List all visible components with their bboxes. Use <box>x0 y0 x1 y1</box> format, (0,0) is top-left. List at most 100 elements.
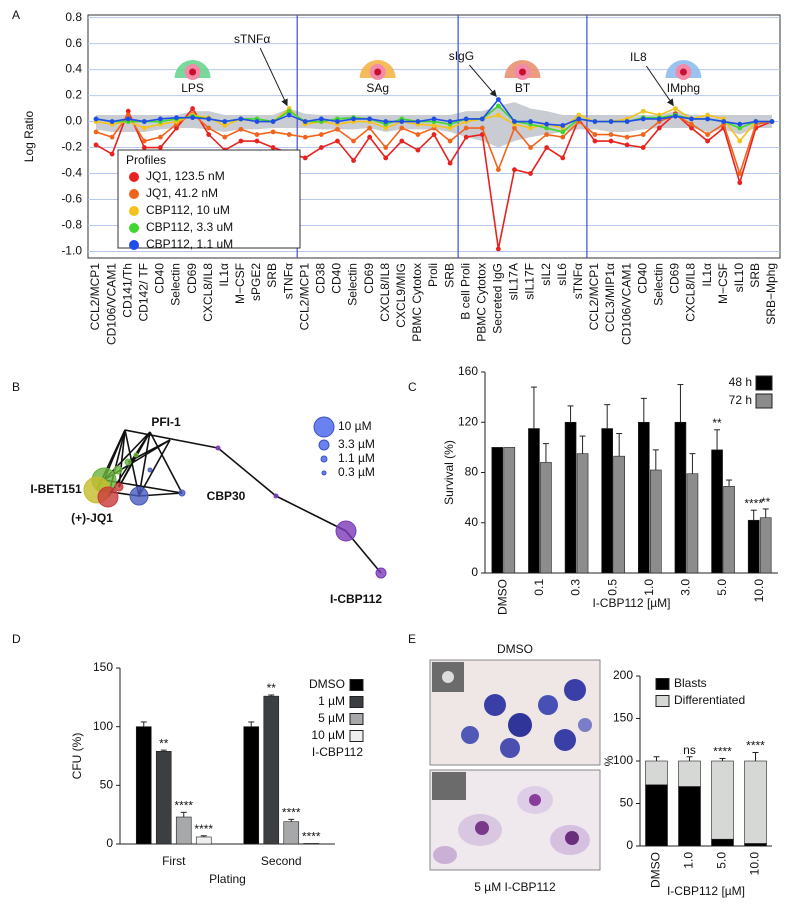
x-tick-label: SRB−Mphg <box>764 263 778 325</box>
section-icon <box>679 68 687 76</box>
data-point <box>399 125 405 131</box>
data-point <box>447 138 453 144</box>
data-point <box>624 134 630 140</box>
x-tick-label: CD40 <box>153 263 167 294</box>
data-point <box>351 138 356 144</box>
bar <box>686 473 699 574</box>
bar-segment <box>645 784 668 847</box>
x-tick-label: CXCL8/IL8 <box>684 263 698 322</box>
data-point <box>318 132 324 137</box>
data-point <box>318 116 324 122</box>
x-tick-label: 5.0 <box>715 852 729 869</box>
section-label: SAg <box>366 81 389 95</box>
significance-label: **** <box>744 496 763 510</box>
data-point <box>495 103 501 109</box>
legend-swatch <box>349 679 364 691</box>
bar-segment <box>645 760 668 786</box>
significance-label: ns <box>683 743 696 757</box>
data-point <box>286 132 292 137</box>
network-node <box>147 467 153 473</box>
section-label: IMphg <box>667 81 700 95</box>
data-point <box>93 116 99 122</box>
x-tick-label: CD69 <box>362 263 376 294</box>
bar <box>491 447 504 574</box>
significance-label: ** <box>712 416 722 430</box>
x-tick-label: 1.0 <box>682 852 696 869</box>
x-tick-label: 0.3 <box>569 579 583 596</box>
legend-note: I-CBP112 <box>312 745 363 759</box>
data-point <box>270 129 276 135</box>
legend-label: JQ1, 41.2 nM <box>146 186 218 200</box>
x-tick-label: CD141/Th <box>120 263 134 318</box>
data-point <box>141 138 147 144</box>
data-point <box>109 151 115 157</box>
x-tick-label: 5.0 <box>715 579 729 596</box>
data-point <box>512 167 517 173</box>
legend-title: Profiles <box>126 153 166 167</box>
x-tick-label: CD40 <box>330 263 344 294</box>
legend-swatch <box>755 393 773 409</box>
data-point <box>592 132 598 137</box>
data-point <box>158 134 163 140</box>
network-node <box>273 493 279 499</box>
y-tick-label: 150 <box>613 711 633 725</box>
legend-label: JQ1, 123.5 nM <box>146 169 225 183</box>
legend-marker <box>129 189 139 199</box>
size-legend-marker <box>320 455 328 463</box>
network-node <box>129 486 149 506</box>
x-tick-label: CD106/VCAM1 <box>104 263 118 345</box>
x-tick-label: Proli <box>426 263 440 287</box>
legend-swatch <box>349 696 364 708</box>
data-point <box>672 113 678 119</box>
data-point <box>753 119 759 124</box>
data-point <box>318 145 324 150</box>
annotation-arrow <box>259 47 288 107</box>
data-point <box>689 116 694 122</box>
y-tick-label: 200 <box>613 668 633 682</box>
data-point <box>174 125 179 131</box>
bar <box>759 517 772 574</box>
section-icon <box>519 68 527 76</box>
x-tick-label: Second <box>261 854 302 868</box>
data-point <box>463 134 469 140</box>
data-point <box>302 119 308 124</box>
network-node <box>215 445 221 451</box>
bar <box>243 726 260 845</box>
x-tick-label: sIL2 <box>539 263 553 286</box>
y-tick-label: -0.2 <box>61 140 82 154</box>
x-tick-label: CD106/VCAM1 <box>619 263 633 345</box>
data-point <box>302 155 308 161</box>
data-point <box>141 125 147 131</box>
bar <box>674 421 687 574</box>
y-axis-label: Survival (%) <box>442 440 456 505</box>
size-legend-marker <box>313 416 335 438</box>
data-point <box>222 119 228 124</box>
panel-letter: A <box>12 8 20 22</box>
y-tick-label: 0.6 <box>65 36 82 50</box>
y-tick-label: 100 <box>93 719 113 733</box>
bar <box>263 695 280 845</box>
data-point <box>222 134 228 140</box>
y-tick-label: 0 <box>106 836 113 850</box>
x-tick-label: Selectin <box>651 263 665 306</box>
data-point <box>512 119 517 124</box>
network-node <box>97 486 119 508</box>
image-label: DMSO <box>497 642 533 656</box>
data-point <box>109 119 115 124</box>
bar-segment <box>744 843 767 847</box>
x-tick-label: sIL6 <box>555 263 569 286</box>
network-edge <box>103 479 183 494</box>
data-point <box>640 145 646 150</box>
data-point <box>415 119 421 124</box>
data-point <box>206 116 212 122</box>
data-point <box>206 132 212 137</box>
x-tick-label: CCL3/MIP1α <box>603 263 617 332</box>
significance-label: ** <box>267 681 277 695</box>
y-tick-label: -1.0 <box>61 244 82 258</box>
x-tick-label: sPGE2 <box>249 263 263 301</box>
significance-label: **** <box>746 739 765 753</box>
bar <box>540 462 552 574</box>
x-tick-label: DMSO <box>649 852 663 888</box>
bar-segment <box>678 760 701 787</box>
data-point <box>174 115 179 121</box>
